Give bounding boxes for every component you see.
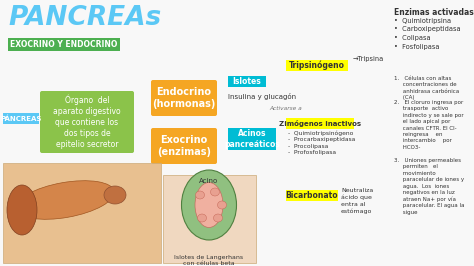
Text: PÁNCREAS: PÁNCREAS — [0, 115, 42, 122]
Text: Exocrino
(enzimas): Exocrino (enzimas) — [157, 135, 211, 157]
Text: Activarse a: Activarse a — [270, 106, 302, 110]
Bar — [3, 113, 39, 124]
Text: Neutraliza
ácido que
entra al
estómago: Neutraliza ácido que entra al estómago — [341, 188, 373, 214]
Bar — [228, 76, 266, 87]
Ellipse shape — [213, 214, 222, 222]
Bar — [163, 175, 256, 263]
Text: →Tripsina: →Tripsina — [353, 56, 384, 63]
Bar — [8, 38, 120, 51]
Text: 3.   Uniones permeables
     permiten   el
     movimiento
     paracelular de i: 3. Uniones permeables permiten el movimi… — [394, 158, 465, 215]
Bar — [286, 60, 348, 71]
Ellipse shape — [195, 182, 223, 227]
Text: Islotes: Islotes — [233, 77, 261, 86]
Bar — [286, 190, 338, 201]
Ellipse shape — [195, 191, 204, 199]
Ellipse shape — [198, 214, 207, 222]
FancyBboxPatch shape — [151, 128, 217, 164]
Ellipse shape — [104, 186, 126, 204]
Text: Insulina y glucagón: Insulina y glucagón — [228, 94, 296, 101]
Ellipse shape — [16, 181, 114, 219]
Text: Acino: Acino — [200, 178, 219, 184]
Text: 1.   Células con altas
     concentraciones de
     anhidrasa carbónica
     (CA: 1. Células con altas concentraciones de … — [394, 76, 459, 100]
FancyBboxPatch shape — [40, 91, 134, 153]
FancyBboxPatch shape — [151, 80, 217, 116]
Text: Islotes de Langerhans
con células beta: Islotes de Langerhans con células beta — [174, 255, 244, 266]
Text: Tripsinógeno: Tripsinógeno — [289, 61, 345, 70]
Text: 2.   El cloruro ingresa por
     trasporte  activo
     indirecto y se sale por
: 2. El cloruro ingresa por trasporte acti… — [394, 100, 464, 150]
Bar — [286, 118, 354, 129]
Ellipse shape — [7, 185, 37, 235]
Text: Órgano  del
aparato digestivo
que contiene los
dos tipos de
epitelio secretor: Órgano del aparato digestivo que contien… — [53, 94, 121, 149]
Text: Acinos
pancreáticos: Acinos pancreáticos — [224, 129, 280, 149]
Text: Zimógenos inactivos: Zimógenos inactivos — [279, 120, 361, 127]
Text: Endocrino
(hormonas): Endocrino (hormonas) — [152, 87, 216, 109]
Bar — [228, 128, 276, 150]
Text: PANCREAs: PANCREAs — [8, 5, 161, 31]
Ellipse shape — [210, 188, 219, 196]
Text: Bicarbonato: Bicarbonato — [286, 191, 338, 200]
Text: -  Quimiotripsinógeno
-  Procarbaxipeptidasa
-  Procolipasa
-  Profosfolipasa: - Quimiotripsinógeno - Procarbaxipeptida… — [288, 130, 355, 155]
Bar — [3, 163, 161, 263]
Text: Enzimas activadas: Enzimas activadas — [394, 8, 474, 17]
Ellipse shape — [218, 201, 227, 209]
Ellipse shape — [182, 170, 237, 240]
Text: EXOCRINO Y ENDOCRINO: EXOCRINO Y ENDOCRINO — [10, 40, 118, 49]
Text: •  Quimiotripsina
•  Carboxipeptidasa
•  Colipasa
•  Fosfolipasa: • Quimiotripsina • Carboxipeptidasa • Co… — [394, 18, 461, 49]
